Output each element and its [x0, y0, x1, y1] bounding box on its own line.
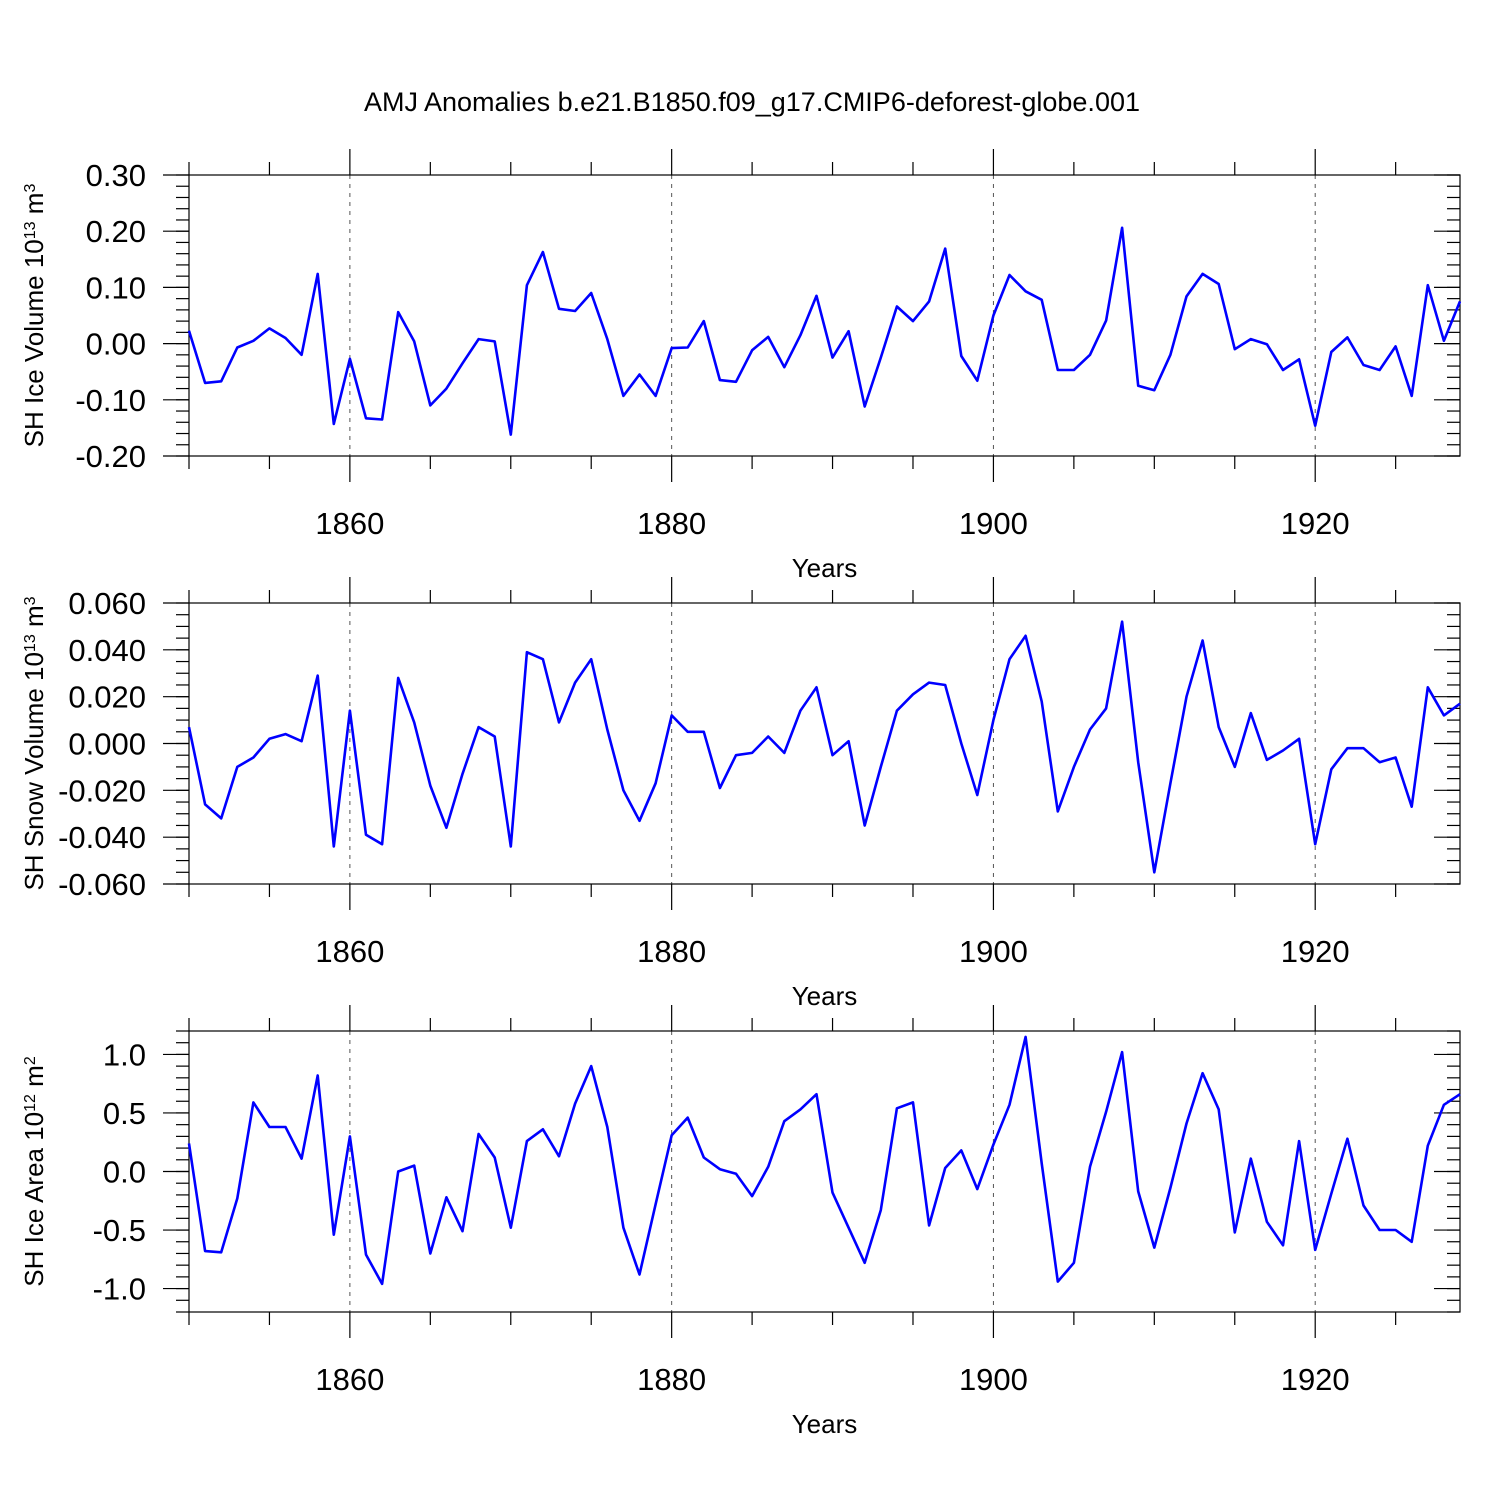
y-axis-label-superscript: 3	[22, 184, 39, 193]
y-tick-label: 0.5	[103, 1096, 146, 1131]
y-tick-label: 0.060	[68, 586, 146, 621]
y-tick-label: -0.020	[58, 773, 146, 808]
y-axis-label: SH Ice Volume 1013 m3	[19, 184, 49, 448]
y-axis-label-part: SH Ice Area 10	[19, 1112, 49, 1287]
x-tick-label: 1920	[1281, 1362, 1350, 1397]
x-tick-label: 1900	[959, 934, 1028, 969]
y-tick-label: -1.0	[93, 1272, 146, 1307]
y-axis-label: SH Ice Area 1012 m2	[19, 1056, 49, 1287]
panel-snow-volume: -0.060 -0.040 -0.020 0.000 0.020 0.040 0.060 18…	[19, 577, 1461, 1011]
y-axis-label-superscript: 12	[22, 1094, 39, 1112]
x-tick-label: 1880	[637, 506, 706, 541]
y-tick-label: -0.060	[58, 867, 146, 902]
y-tick-label: 0.00	[86, 327, 146, 362]
y-tick-label: 0.10	[86, 270, 146, 305]
x-tick-label: 1920	[1281, 934, 1350, 969]
plot-frame	[188, 1030, 1461, 1313]
y-axis-label-superscript: 13	[22, 634, 39, 652]
x-tick-label: 1860	[315, 934, 384, 969]
panel-ice-area: -1.0 -0.5 0.0 0.5 1.0 1860 1880 1900 1920 Years SH…	[19, 1005, 1461, 1439]
y-tick-label: 0.0	[103, 1155, 146, 1190]
series-line	[187, 226, 1462, 436]
y-axis-label-superscript: 3	[22, 596, 39, 605]
y-tick-label: 0.30	[86, 158, 146, 193]
y-tick-label: -0.20	[75, 439, 146, 474]
y-axis-label-part: SH Snow Volume 10	[19, 652, 49, 890]
x-tick-label: 1900	[959, 506, 1028, 541]
panel-ice-volume: -0.20 -0.10 0.00 0.10 0.20 0.30 1860 1880 1900 19…	[19, 149, 1462, 583]
y-axis-label-part: m	[19, 605, 49, 634]
y-tick-label: 0.040	[68, 633, 146, 668]
x-tick-label: 1880	[637, 1362, 706, 1397]
y-tick-label: 0.000	[68, 727, 146, 762]
y-axis-label-superscript: 2	[22, 1056, 39, 1065]
y-axis-label-superscript: 13	[22, 221, 39, 239]
y-axis-label: SH Snow Volume 1013 m3	[19, 596, 49, 890]
y-tick-label: -0.5	[93, 1213, 146, 1248]
x-axis-label: Years	[792, 553, 858, 583]
y-tick-label: 0.20	[86, 214, 146, 249]
y-tick-label: -0.10	[75, 383, 146, 418]
y-axis-label-part: m	[19, 193, 49, 222]
plot-frame	[188, 174, 1461, 457]
y-axis-label-part: SH Ice Volume 10	[19, 239, 49, 447]
y-tick-label: -0.040	[58, 820, 146, 855]
x-tick-label: 1860	[315, 1362, 384, 1397]
x-axis-label: Years	[792, 981, 858, 1011]
x-tick-label: 1900	[959, 1362, 1028, 1397]
x-tick-label: 1920	[1281, 506, 1350, 541]
x-tick-label: 1860	[315, 506, 384, 541]
figure-title: AMJ Anomalies b.e21.B1850.f09_g17.CMIP6-…	[364, 87, 1140, 117]
y-tick-label: 1.0	[103, 1037, 146, 1072]
x-axis-label: Years	[792, 1409, 858, 1439]
x-tick-label: 1880	[637, 934, 706, 969]
series-line	[187, 1035, 1461, 1286]
y-tick-label: 0.020	[68, 680, 146, 715]
series-line	[187, 620, 1461, 874]
y-axis-label-part: m	[19, 1065, 49, 1094]
